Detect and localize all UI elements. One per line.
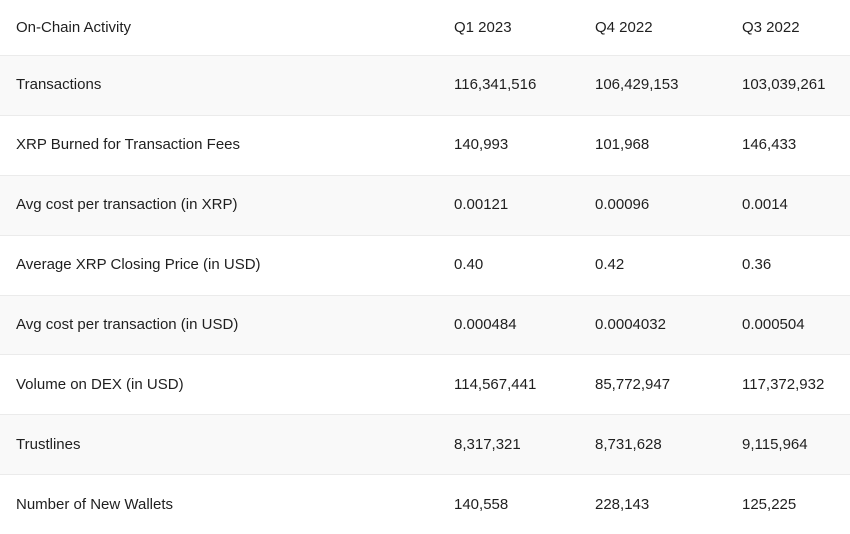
column-header-q1-2023: Q1 2023 — [454, 18, 512, 36]
cell-value: 0.00096 — [595, 196, 650, 214]
table-row: XRP Burned for Transaction Fees 140,993 … — [0, 114, 850, 175]
cell-value: 228,143 — [595, 495, 650, 513]
cell-value: 0.0014 — [742, 196, 788, 214]
row-label: Avg cost per transaction (in USD) — [16, 315, 239, 333]
cell-value: 117,372,932 — [742, 375, 825, 393]
table-header-row: On-Chain Activity Q1 2023 Q4 2022 Q3 202… — [0, 0, 850, 55]
cell-value: 101,968 — [595, 136, 650, 154]
cell-value: 103,039,261 — [742, 76, 826, 94]
row-label: Average XRP Closing Price (in USD) — [16, 256, 261, 274]
cell-value: 140,993 — [454, 136, 509, 154]
cell-value: 114,567,441 — [454, 375, 537, 393]
row-label: Volume on DEX (in USD) — [16, 375, 184, 393]
cell-value: 0.42 — [595, 256, 625, 274]
cell-value: 0.36 — [742, 256, 772, 274]
cell-value: 106,429,153 — [595, 76, 679, 94]
table-row: Avg cost per transaction (in USD) 0.0004… — [0, 294, 850, 355]
row-label: Number of New Wallets — [16, 495, 173, 513]
table-row: Volume on DEX (in USD) 114,567,441 85,77… — [0, 354, 850, 415]
cell-value: 125,225 — [742, 495, 797, 513]
cell-value: 8,317,321 — [454, 435, 521, 453]
cell-value: 146,433 — [742, 136, 797, 154]
cell-value: 9,115,964 — [742, 435, 808, 453]
table-row: Average XRP Closing Price (in USD) 0.40 … — [0, 234, 850, 295]
cell-value: 85,772,947 — [595, 375, 671, 393]
table-title: On-Chain Activity — [16, 18, 132, 36]
cell-value: 0.40 — [454, 256, 484, 274]
column-header-q4-2022: Q4 2022 — [595, 18, 653, 36]
cell-value: 0.00121 — [454, 196, 509, 214]
table-row: Transactions 116,341,516 106,429,153 103… — [0, 55, 850, 115]
table-row: Trustlines 8,317,321 8,731,628 9,115,964 — [0, 414, 850, 475]
cell-value: 0.000484 — [454, 315, 517, 333]
table-row: Number of New Wallets 140,558 228,143 12… — [0, 474, 850, 534]
row-label: Trustlines — [16, 435, 81, 453]
row-label: Avg cost per transaction (in XRP) — [16, 196, 238, 214]
cell-value: 140,558 — [454, 495, 509, 513]
row-label: XRP Burned for Transaction Fees — [16, 136, 241, 154]
cell-value: 0.0004032 — [595, 315, 666, 333]
cell-value: 0.000504 — [742, 315, 805, 333]
column-header-q3-2022: Q3 2022 — [742, 18, 800, 36]
row-label: Transactions — [16, 76, 102, 94]
table-row: Avg cost per transaction (in XRP) 0.0012… — [0, 174, 850, 235]
cell-value: 116,341,516 — [454, 76, 537, 94]
cell-value: 8,731,628 — [595, 435, 662, 453]
